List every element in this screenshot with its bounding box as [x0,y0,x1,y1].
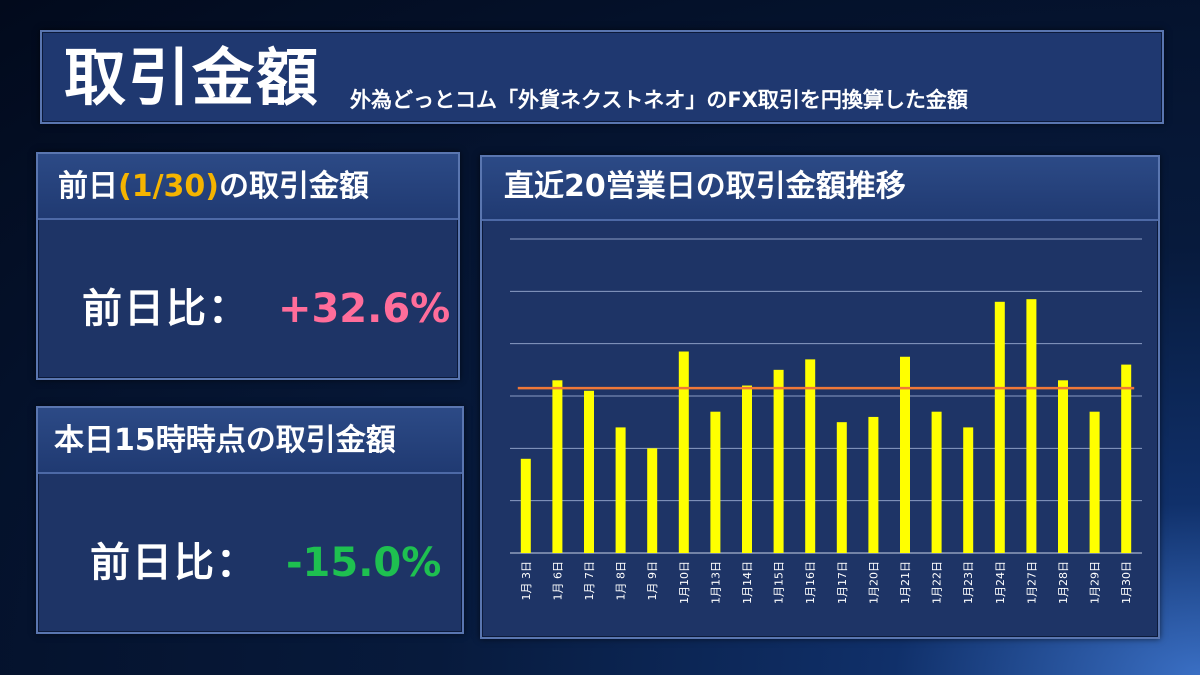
previous-day-label: 前日比： [82,286,250,332]
bar [836,422,847,553]
previous-day-title-suffix: の取引金額 [219,169,370,204]
page-title: 取引金額 [64,41,321,114]
bar [647,448,658,553]
x-tick-label: 1月24日 [994,561,1007,604]
x-tick-label: 1月28日 [1057,561,1070,604]
title-bar: 取引金額 外為どっとコム「外貨ネクストネオ」のFX取引を円換算した金額 [40,30,1164,124]
previous-day-date: (1/30) [118,169,220,204]
x-tick-label: 1月 6日 [551,561,564,601]
x-tick-label: 1月27日 [1025,561,1038,604]
bar [963,427,974,553]
previous-day-metric: 前日比： +32.6% [82,276,450,334]
bar [584,390,594,553]
x-tick-label: 1月29日 [1089,561,1102,604]
x-tick-label: 1月14日 [741,561,754,604]
bar [1026,299,1037,553]
bar [678,351,689,553]
x-tick-label: 1月30日 [1120,561,1133,604]
x-tick-label: 1月23日 [962,561,975,604]
x-tick-label: 1月 7日 [583,561,596,601]
bar-chart: 1月 3日 1月 6日 1月 7日 1月 8日 1月 9日 1月10日 1月13日 1月14日… [510,238,1142,604]
today-heading: 本日15時時点の取引金額 [38,408,462,474]
today-metric: 前日比： -15.0% [90,530,441,588]
bar [615,427,626,553]
x-tick-label: 1月21日 [899,561,912,604]
today-panel: 本日15時時点の取引金額 前日比： -15.0% [36,406,464,634]
today-label: 前日比： [90,540,258,586]
bar [868,416,879,553]
x-tick-label: 1月 8日 [615,561,628,601]
today-value: -15.0% [285,540,442,586]
bar [1121,364,1132,553]
chart-title: 直近20営業日の取引金額推移 [482,157,1158,221]
bar [900,356,910,553]
bar [805,359,816,553]
bar [742,385,752,553]
x-tick-label: 1月22日 [931,561,944,604]
previous-day-value: +32.6% [277,286,451,332]
x-tick-label: 1月10日 [678,561,691,604]
x-tick-label: 1月 3日 [520,561,533,601]
bar [994,301,1005,553]
bar [931,411,942,553]
x-tick-label: 1月15日 [773,561,786,604]
bar [552,380,563,553]
x-tick-label: 1月20日 [867,561,880,604]
x-tick-label: 1月13日 [709,561,722,604]
chart-panel: 直近20営業日の取引金額推移 1月 3日 1月 6日 1月 7日 1月 8日 1月 9日… [480,155,1160,639]
bar [710,411,721,553]
x-tick-label: 1月17日 [836,561,849,604]
previous-day-heading: 前日(1/30)の取引金額 [38,154,458,220]
x-tick-label: 1月16日 [804,561,817,604]
x-tick-label: 1月 9日 [646,561,659,601]
page-subtitle: 外為どっとコム「外貨ネクストネオ」のFX取引を円換算した金額 [350,88,968,112]
bar [520,458,531,553]
previous-day-title-prefix: 前日 [58,169,118,204]
previous-day-panel: 前日(1/30)の取引金額 前日比： +32.6% [36,152,460,380]
bar [1058,380,1068,553]
bar [773,369,784,553]
bar [1089,411,1100,553]
